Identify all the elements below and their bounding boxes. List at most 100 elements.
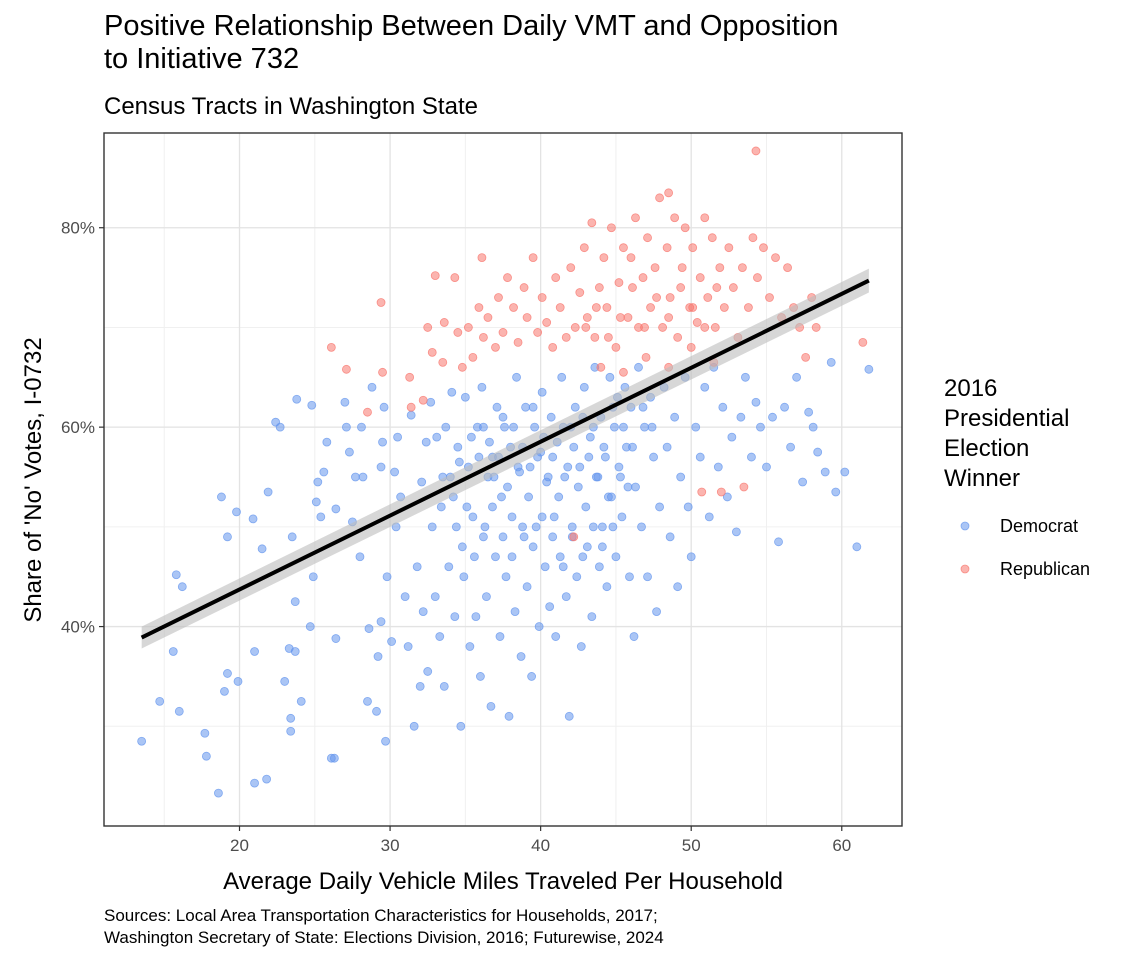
data-point-republican [519, 283, 529, 292]
data-point-democrat [616, 472, 625, 482]
legend-title-line: 2016 [944, 375, 997, 402]
data-point-democrat [357, 422, 366, 432]
data-point-democrat [548, 532, 558, 542]
data-point-republican [728, 283, 738, 292]
data-point-republican [453, 328, 463, 337]
data-point-republican [801, 352, 811, 362]
data-point-democrat [741, 372, 750, 382]
data-point-democrat [331, 504, 341, 514]
data-point-democrat [329, 753, 339, 763]
data-point-democrat [588, 522, 598, 532]
data-point-republican [811, 323, 821, 332]
data-point-republican [626, 253, 636, 263]
data-point-republican [753, 273, 762, 282]
legend-title-line: Winner [944, 465, 1020, 492]
data-point-democrat [451, 522, 461, 532]
data-point-democrat [168, 647, 178, 656]
plot-panel [104, 133, 902, 826]
data-point-democrat [223, 669, 232, 678]
data-point-republican [670, 213, 680, 223]
x-tick-label: 20 [230, 836, 249, 855]
data-point-republican [599, 253, 609, 263]
data-point-republican [738, 263, 747, 273]
data-point-democrat [727, 432, 737, 442]
data-point-republican [695, 273, 705, 282]
data-point-republican [623, 313, 633, 322]
y-tick-label: 80% [61, 219, 95, 238]
data-point-democrat [232, 507, 241, 517]
data-point-republican [542, 318, 552, 327]
data-point-democrat [537, 512, 547, 522]
data-point-democrat [527, 672, 537, 681]
data-point-democrat [530, 422, 540, 432]
data-point-republican [680, 223, 690, 233]
data-point-democrat [640, 422, 649, 432]
data-point-democrat [403, 642, 413, 651]
data-point-democrat [713, 462, 723, 472]
data-point-democrat [780, 402, 789, 412]
data-point-republican [575, 288, 585, 297]
data-point-republican [342, 364, 351, 374]
data-point-democrat [456, 721, 466, 731]
data-point-democrat [762, 462, 771, 472]
data-point-democrat [214, 788, 223, 798]
data-point-republican [616, 313, 625, 322]
data-point-democrat [600, 452, 610, 462]
data-point-democrat [510, 607, 520, 617]
data-point-republican [688, 243, 698, 253]
major-gridlines [104, 133, 902, 826]
data-point-democrat [174, 706, 184, 716]
data-point-democrat [307, 400, 317, 410]
data-point-democrat [444, 562, 454, 572]
data-point-republican [739, 482, 749, 492]
data-point-republican [664, 313, 674, 322]
data-point-democrat [611, 552, 621, 562]
data-point-democrat [813, 447, 823, 457]
data-point-republican [655, 193, 664, 203]
data-point-republican [579, 243, 589, 253]
data-point-democrat [257, 544, 267, 554]
data-point-democrat [578, 552, 588, 562]
data-point-democrat [852, 542, 862, 552]
data-point-democrat [387, 637, 396, 646]
data-point-democrat [263, 487, 273, 497]
data-point-democrat [427, 522, 437, 532]
data-point-democrat [465, 642, 475, 651]
data-point-democrat [602, 582, 612, 592]
data-point-republican [602, 303, 612, 312]
data-point-democrat [573, 482, 583, 492]
chart-subtitle: Census Tracts in Washington State [104, 93, 478, 120]
data-point-republican [439, 318, 449, 327]
data-point-republican [430, 271, 440, 280]
data-point-republican [700, 213, 710, 223]
data-point-republican [759, 243, 768, 253]
plot-border [103, 132, 903, 827]
data-point-democrat [495, 632, 505, 641]
legend-title-line: Presidential [944, 405, 1069, 432]
data-point-democrat [619, 422, 628, 432]
data-point-democrat [605, 372, 615, 382]
data-point-republican [591, 303, 601, 312]
data-point-democrat [629, 632, 639, 641]
data-point-republican [479, 333, 488, 342]
data-point-republican [513, 337, 523, 347]
data-point-democrat [599, 442, 609, 452]
data-point-republican [677, 263, 687, 273]
data-point-democrat [476, 672, 485, 681]
data-point-republican [628, 283, 637, 292]
data-point-republican [405, 372, 415, 382]
data-point-democrat [522, 582, 532, 592]
legend-label-democrat: Democrat [1000, 516, 1078, 536]
data-point-democrat [462, 502, 472, 512]
data-point-republican [643, 233, 652, 243]
data-point-democrat [634, 362, 643, 372]
data-point-democrat [731, 527, 741, 537]
data-point-republican [537, 293, 547, 302]
data-point-democrat [498, 412, 508, 422]
legend-label-republican: Republican [1000, 559, 1090, 579]
data-point-democrat [480, 522, 490, 532]
data-point-democrat [543, 472, 553, 482]
data-point-democrat [292, 394, 302, 404]
data-point-democrat [637, 522, 646, 532]
